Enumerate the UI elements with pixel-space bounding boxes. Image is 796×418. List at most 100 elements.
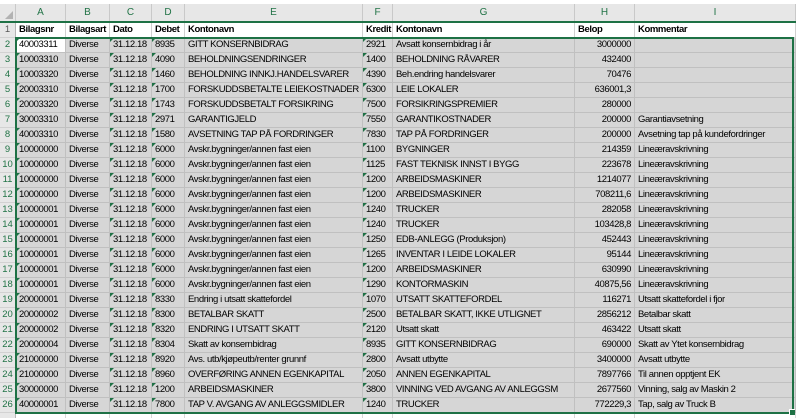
- cell-E1[interactable]: Kontonavn: [185, 23, 363, 38]
- cell-H18[interactable]: 40875,56: [575, 278, 635, 293]
- cell-A20[interactable]: 20000002: [16, 308, 66, 323]
- cell-E15[interactable]: Avskr.bygninger/annen fast eien: [185, 233, 363, 248]
- cell-I20[interactable]: Betalbar skatt: [635, 308, 796, 323]
- cell-G3[interactable]: BEHOLDNING RÅVARER: [393, 53, 575, 68]
- cell-G15[interactable]: EDB-ANLEGG (Produksjon): [393, 233, 575, 248]
- cell-D20[interactable]: 8300: [152, 308, 185, 323]
- cell-B16[interactable]: Diverse: [66, 248, 110, 263]
- row-header-6[interactable]: 6: [0, 98, 16, 113]
- row-header-10[interactable]: 10: [0, 158, 16, 173]
- cell-H15[interactable]: 452443: [575, 233, 635, 248]
- cell-H3[interactable]: 432400: [575, 53, 635, 68]
- cell-G20[interactable]: BETALBAR SKATT, IKKE UTLIGNET: [393, 308, 575, 323]
- cell-E16[interactable]: Avskr.bygninger/annen fast eien: [185, 248, 363, 263]
- cell-D8[interactable]: 1580: [152, 128, 185, 143]
- cell-D13[interactable]: 6000: [152, 203, 185, 218]
- cell-F22[interactable]: 8935: [363, 338, 393, 353]
- cell-H17[interactable]: 630990: [575, 263, 635, 278]
- row-header-5[interactable]: 5: [0, 83, 16, 98]
- cell-H1[interactable]: Belop: [575, 23, 635, 38]
- cell-D9[interactable]: 6000: [152, 143, 185, 158]
- cell-G23[interactable]: Avsatt utbytte: [393, 353, 575, 368]
- cell-C26[interactable]: 31.12.18: [110, 398, 152, 413]
- cell-E26[interactable]: TAP V. AVGANG AV ANLEGGSMIDLER: [185, 398, 363, 413]
- cell-A8[interactable]: 40003310: [16, 128, 66, 143]
- cell-I15[interactable]: Lineæravskrivning: [635, 233, 796, 248]
- cell-E17[interactable]: Avskr.bygninger/annen fast eien: [185, 263, 363, 278]
- row-header-25[interactable]: 25: [0, 383, 16, 398]
- cell-A18[interactable]: 10000001: [16, 278, 66, 293]
- cell-C14[interactable]: 31.12.18: [110, 218, 152, 233]
- cell-H22[interactable]: 690000: [575, 338, 635, 353]
- cell-C23[interactable]: 31.12.18: [110, 353, 152, 368]
- cell-D16[interactable]: 6000: [152, 248, 185, 263]
- cell-H9[interactable]: 214359: [575, 143, 635, 158]
- cell-A14[interactable]: 10000001: [16, 218, 66, 233]
- cell-F17[interactable]: 1200: [363, 263, 393, 278]
- cell-A22[interactable]: 20000004: [16, 338, 66, 353]
- cell-A2[interactable]: 40003311: [16, 38, 66, 53]
- cell-E24[interactable]: OVERFØRING ANNEN EGENKAPITAL: [185, 368, 363, 383]
- cell-G7[interactable]: GARANTIKOSTNADER: [393, 113, 575, 128]
- cell-C4[interactable]: 31.12.18: [110, 68, 152, 83]
- cell-A7[interactable]: 30003310: [16, 113, 66, 128]
- cell-G26[interactable]: TRUCKER: [393, 398, 575, 413]
- cell-D10[interactable]: 6000: [152, 158, 185, 173]
- cell-E12[interactable]: Avskr.bygninger/annen fast eien: [185, 188, 363, 203]
- cell-B2[interactable]: Diverse: [66, 38, 110, 53]
- cell-A5[interactable]: 20003310: [16, 83, 66, 98]
- cell-G18[interactable]: KONTORMASKIN: [393, 278, 575, 293]
- cell-I7[interactable]: Garantiavsetning: [635, 113, 796, 128]
- row-header-4[interactable]: 4: [0, 68, 16, 83]
- cell-B26[interactable]: Diverse: [66, 398, 110, 413]
- column-header-D[interactable]: D: [152, 4, 185, 21]
- cell-I11[interactable]: Lineæravskrivning: [635, 173, 796, 188]
- cell-C5[interactable]: 31.12.18: [110, 83, 152, 98]
- cell-H16[interactable]: 95144: [575, 248, 635, 263]
- cell-G5[interactable]: LEIE LOKALER: [393, 83, 575, 98]
- cell-C10[interactable]: 31.12.18: [110, 158, 152, 173]
- cell-C1[interactable]: Dato: [110, 23, 152, 38]
- column-header-I[interactable]: I: [635, 4, 796, 21]
- row-header-20[interactable]: 20: [0, 308, 16, 323]
- cell-I14[interactable]: Lineæravskrivning: [635, 218, 796, 233]
- fill-handle-icon[interactable]: [789, 409, 795, 415]
- cell-H5[interactable]: 636001,3: [575, 83, 635, 98]
- row-header-8[interactable]: 8: [0, 128, 16, 143]
- cell-I6[interactable]: [635, 98, 796, 113]
- cell-H25[interactable]: 2677560: [575, 383, 635, 398]
- cell-F8[interactable]: 7830: [363, 128, 393, 143]
- cell-C7[interactable]: 31.12.18: [110, 113, 152, 128]
- cell-E20[interactable]: BETALBAR SKATT: [185, 308, 363, 323]
- cell-H23[interactable]: 3400000: [575, 353, 635, 368]
- cell-H14[interactable]: 103428,8: [575, 218, 635, 233]
- cell-A6[interactable]: 20003320: [16, 98, 66, 113]
- row-header-9[interactable]: 9: [0, 143, 16, 158]
- cell-D25[interactable]: 1200: [152, 383, 185, 398]
- cell-E6[interactable]: FORSKUDDSBETALT FORSIKRING: [185, 98, 363, 113]
- cell-G14[interactable]: TRUCKER: [393, 218, 575, 233]
- cell-A12[interactable]: 10000000: [16, 188, 66, 203]
- column-header-A[interactable]: A: [16, 4, 66, 21]
- cell-A10[interactable]: 10000000: [16, 158, 66, 173]
- cell-A17[interactable]: 10000001: [16, 263, 66, 278]
- row-header-17[interactable]: 17: [0, 263, 16, 278]
- cell-E4[interactable]: BEHOLDNING INNKJ.HANDELSVARER: [185, 68, 363, 83]
- cell-E14[interactable]: Avskr.bygninger/annen fast eien: [185, 218, 363, 233]
- cell-B24[interactable]: Diverse: [66, 368, 110, 383]
- cell-A13[interactable]: 10000001: [16, 203, 66, 218]
- cell-F11[interactable]: 1200: [363, 173, 393, 188]
- cell-E11[interactable]: Avskr.bygninger/annen fast eien: [185, 173, 363, 188]
- cell-E9[interactable]: Avskr.bygninger/annen fast eien: [185, 143, 363, 158]
- cell-C16[interactable]: 31.12.18: [110, 248, 152, 263]
- cell-D1[interactable]: Debet: [152, 23, 185, 38]
- cell-G12[interactable]: ARBEIDSMASKINER: [393, 188, 575, 203]
- cell-I9[interactable]: Lineæravskrivning: [635, 143, 796, 158]
- cell-A4[interactable]: 10003320: [16, 68, 66, 83]
- cell-G6[interactable]: FORSIKRINGSPREMIER: [393, 98, 575, 113]
- cell-F15[interactable]: 1250: [363, 233, 393, 248]
- cell-F19[interactable]: 1070: [363, 293, 393, 308]
- cell-B5[interactable]: Diverse: [66, 83, 110, 98]
- cell-G17[interactable]: ARBEIDSMASKINER: [393, 263, 575, 278]
- cell-F10[interactable]: 1125: [363, 158, 393, 173]
